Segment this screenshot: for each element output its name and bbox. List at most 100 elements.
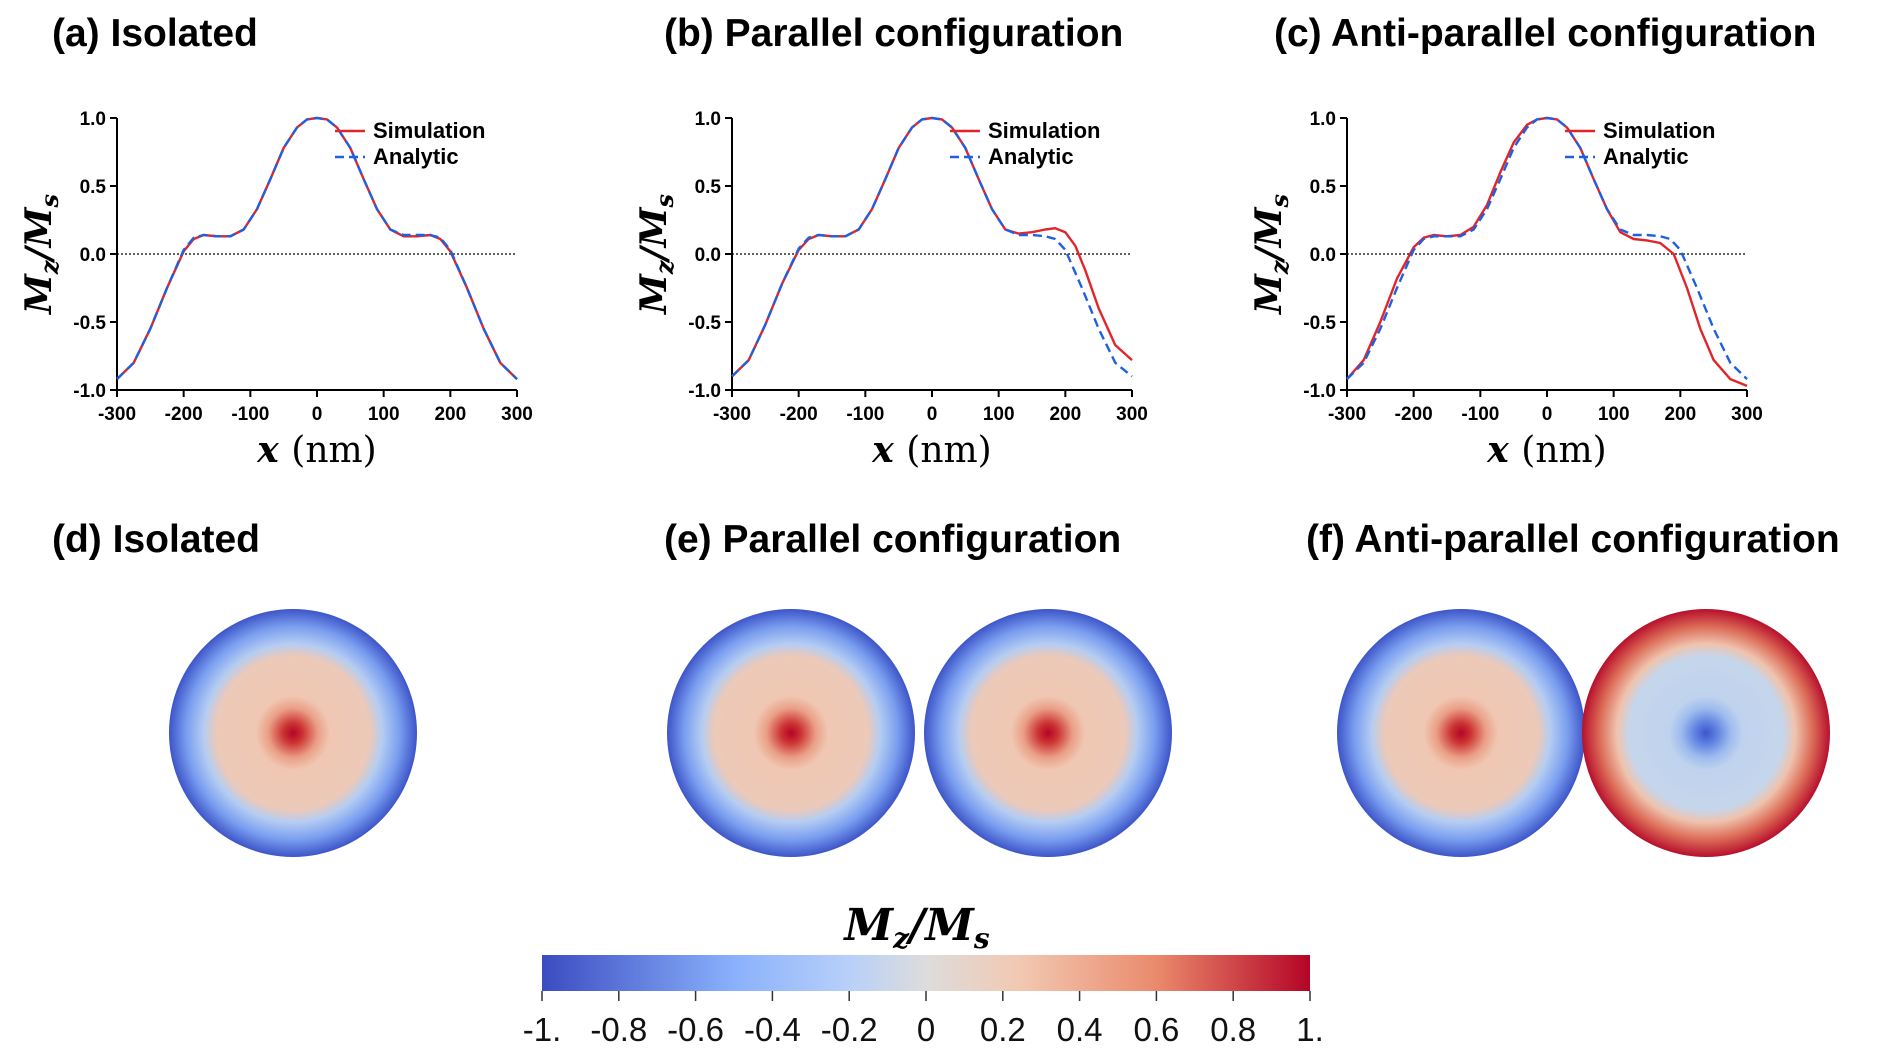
legend-label-simulation: Simulation — [373, 118, 485, 143]
y-axis-label-part: /M — [18, 206, 60, 263]
x-axis-label-var: x — [1486, 429, 1521, 471]
y-axis-label-part: z — [1265, 259, 1294, 275]
x-tick-label: 300 — [1116, 404, 1148, 425]
x-tick-label: 0 — [312, 404, 323, 425]
series-analytic — [1346, 116, 1748, 380]
title-panel-f: (f) Anti-parallel configuration — [1306, 518, 1840, 561]
legend-label-analytic: Analytic — [373, 144, 459, 169]
x-tick-label: -100 — [1461, 404, 1499, 425]
chart-c: 1.0 0.5 0.0 -0.5 -1.0-300 -200 -100 0 100 200 300 S… — [1248, 109, 1763, 471]
x-axis-label-unit: (nm) — [1521, 430, 1606, 471]
x-axis-label: x (nm) — [871, 429, 991, 471]
skyrmion-e-right — [924, 609, 1172, 857]
y-tick-label: -1.0 — [688, 381, 721, 402]
y-axis-label: Mz/Ms — [18, 194, 64, 317]
colorbar-tick-label: -0.4 — [744, 1011, 801, 1048]
y-axis-label: Mz/Ms — [633, 194, 679, 317]
colorbar-tick-label: -1. — [523, 1011, 562, 1048]
x-axis-label: x (nm) — [256, 429, 376, 471]
colorbar-label-div: /M — [905, 900, 975, 951]
y-tick-label: 1.0 — [80, 109, 106, 130]
x-tick-label: 100 — [368, 404, 400, 425]
colorbar-tick-label: -0.8 — [590, 1011, 647, 1048]
x-tick-label: -300 — [98, 404, 136, 425]
legend-label-analytic: Analytic — [988, 144, 1074, 169]
y-tick-label: 1.0 — [1310, 109, 1336, 130]
legend-label-simulation: Simulation — [988, 118, 1100, 143]
y-axis-label-part: M — [633, 273, 675, 316]
chart-a: 1.0 0.5 0.0 -0.5 -1.0-300 -200 -100 0 100 200 300 S… — [18, 109, 533, 471]
colorbar-tick-label: 0.4 — [1057, 1011, 1103, 1048]
x-axis-label: x (nm) — [1486, 429, 1606, 471]
series-analytic — [116, 116, 518, 380]
legend-label-simulation: Simulation — [1603, 118, 1715, 143]
colorbar-tick-label: 0.2 — [980, 1011, 1026, 1048]
y-tick-label: 0.0 — [80, 245, 106, 266]
colorbar-tick-label: 0.8 — [1210, 1011, 1256, 1048]
y-tick-label: -0.5 — [1303, 313, 1336, 334]
x-axis-label-var: x — [871, 429, 906, 471]
y-tick-label: 1.0 — [695, 109, 721, 130]
x-tick-label: -100 — [231, 404, 269, 425]
x-tick-label: -200 — [780, 404, 818, 425]
y-tick-label: 0.5 — [1310, 177, 1337, 198]
x-axis-label-unit: (nm) — [291, 430, 376, 471]
colorbar-label-m: M — [842, 900, 894, 951]
x-tick-label: -300 — [713, 404, 751, 425]
title-panel-e: (e) Parallel configuration — [664, 518, 1122, 561]
title-panel-b: (b) Parallel configuration — [664, 12, 1124, 55]
series-analytic — [731, 116, 1133, 378]
x-tick-label: 0 — [927, 404, 938, 425]
colorbar-tick-label: -0.2 — [821, 1011, 878, 1048]
x-axis-label-var: x — [256, 429, 291, 471]
title-panel-c: (c) Anti-parallel configuration — [1274, 12, 1817, 55]
y-tick-label: 0.5 — [80, 177, 107, 198]
y-axis-label-part: z — [650, 259, 679, 275]
x-tick-label: 200 — [1664, 404, 1696, 425]
chart-b: 1.0 0.5 0.0 -0.5 -1.0-300 -200 -100 0 100 200 300 S… — [633, 109, 1148, 471]
colorbar-label-s: s — [973, 922, 990, 955]
y-tick-label: 0.5 — [695, 177, 722, 198]
y-axis-label-part: M — [1248, 273, 1290, 316]
y-tick-label: -1.0 — [73, 381, 106, 402]
skyrmion-f-right — [1582, 609, 1830, 857]
x-tick-label: -100 — [846, 404, 884, 425]
colorbar-tick-label: 0.6 — [1133, 1011, 1179, 1048]
y-tick-label: -0.5 — [73, 313, 106, 334]
x-tick-label: 0 — [1542, 404, 1553, 425]
y-tick-label: 0.0 — [1310, 245, 1336, 266]
y-axis-label-part: /M — [1248, 206, 1290, 263]
x-tick-label: 200 — [434, 404, 466, 425]
y-tick-label: -1.0 — [1303, 381, 1336, 402]
y-axis-label-part: M — [18, 273, 60, 316]
skyrmion-d — [169, 609, 417, 857]
colorbar-label: Mz/Ms — [842, 900, 989, 955]
x-tick-label: -200 — [1395, 404, 1433, 425]
skyrmion-f-left — [1337, 609, 1585, 857]
y-axis-label-part: /M — [633, 206, 675, 263]
title-panel-d: (d) Isolated — [52, 518, 261, 561]
y-axis-label-part: s — [1265, 194, 1294, 209]
legend-label-analytic: Analytic — [1603, 144, 1689, 169]
y-axis-label-part: s — [35, 194, 64, 209]
title-panel-a: (a) Isolated — [52, 12, 258, 55]
x-tick-label: -300 — [1328, 404, 1366, 425]
x-tick-label: 100 — [983, 404, 1015, 425]
x-tick-label: 300 — [1731, 404, 1763, 425]
colorbar: Mz/Ms -1. -0.8 -0.6 -0.4 -0.2 0 0.2 0.4 0.6 0.8 1. — [523, 900, 1324, 1048]
y-tick-label: -0.5 — [688, 313, 721, 334]
x-tick-label: 200 — [1049, 404, 1081, 425]
x-axis-label-unit: (nm) — [906, 430, 991, 471]
colorbar-tick-label: -0.6 — [667, 1011, 724, 1048]
colorbar-tick-label: 1. — [1296, 1011, 1324, 1048]
colorbar-gradient — [542, 955, 1310, 991]
colorbar-label-z: z — [892, 922, 910, 955]
x-tick-label: 100 — [1598, 404, 1630, 425]
colorbar-tick-label: 0 — [917, 1011, 935, 1048]
x-tick-label: -200 — [165, 404, 203, 425]
skyrmion-e-left — [667, 609, 915, 857]
y-axis-label-part: z — [35, 259, 64, 275]
y-tick-label: 0.0 — [695, 245, 721, 266]
skyrmion-maps — [169, 609, 1830, 857]
y-axis-label: Mz/Ms — [1248, 194, 1294, 317]
